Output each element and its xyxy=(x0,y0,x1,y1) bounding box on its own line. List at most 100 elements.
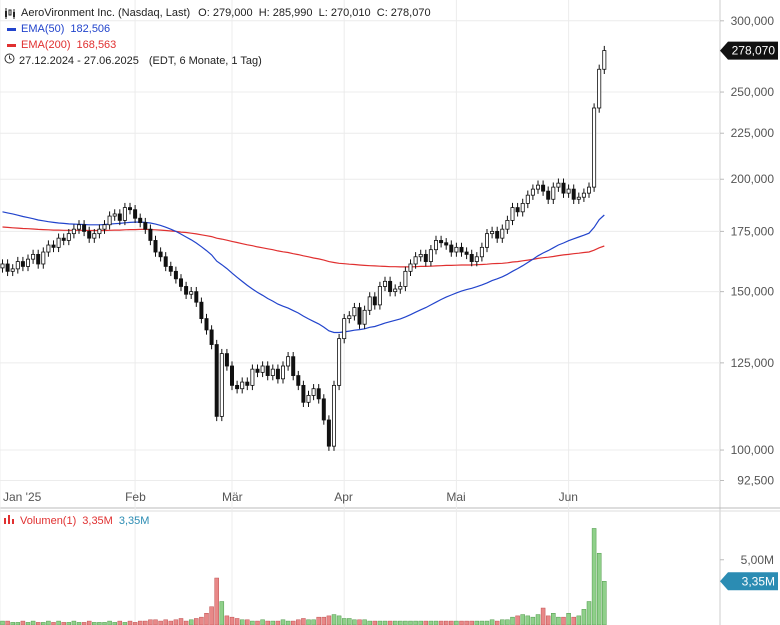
candle-body xyxy=(398,286,403,290)
volume-bar xyxy=(5,620,10,625)
volume-bar xyxy=(10,622,15,625)
ema50-value: 182,506 xyxy=(70,23,111,35)
candle-body xyxy=(209,329,214,345)
candle-body xyxy=(301,384,306,403)
volume-bar xyxy=(474,620,480,625)
candle-body xyxy=(275,368,280,380)
candle-body xyxy=(122,207,127,221)
ema200-line xyxy=(2,226,605,268)
volume-bar xyxy=(239,619,245,625)
candle-body xyxy=(571,188,576,200)
ema200-value: 168,563 xyxy=(76,39,117,51)
candle-body xyxy=(439,240,444,244)
candle-body xyxy=(505,219,510,230)
volume-bar xyxy=(515,615,520,625)
ema200-swatch xyxy=(7,43,16,47)
volume-bar xyxy=(500,619,505,625)
candle-body xyxy=(337,338,342,386)
candle-body xyxy=(82,224,87,232)
volume-bar xyxy=(112,622,117,625)
candle-body xyxy=(189,291,194,295)
clock-icon xyxy=(4,53,15,69)
candle-body xyxy=(250,368,255,386)
price-tick-label: 200,000 xyxy=(731,172,775,186)
candle-body xyxy=(97,228,102,235)
x-axis-label: Jun xyxy=(559,490,578,504)
volume-bar xyxy=(387,620,393,625)
candle-body xyxy=(347,315,352,319)
candle-body xyxy=(245,381,250,386)
volume-bar xyxy=(362,619,367,625)
candle-body xyxy=(495,231,500,239)
volume-bar xyxy=(66,622,72,625)
instrument-title: AeroVironment Inc. (Nasdaq, Last) xyxy=(21,7,191,19)
price-tick-label: 300,000 xyxy=(731,14,775,28)
volume-bar xyxy=(290,620,296,625)
x-axis-label: Mai xyxy=(446,490,465,504)
volume-bar xyxy=(449,620,454,625)
candle-body xyxy=(321,398,326,421)
volume-bar xyxy=(0,620,5,625)
volume-bar xyxy=(117,620,123,625)
volume-bar xyxy=(602,581,607,625)
candle-body xyxy=(25,258,30,267)
volume-bar xyxy=(56,620,61,625)
candle-body xyxy=(326,419,331,447)
candle-body xyxy=(286,356,291,367)
candle-body xyxy=(408,263,413,272)
volume-bar xyxy=(510,616,515,625)
candle-body xyxy=(566,188,571,194)
volume-bar xyxy=(234,618,240,625)
candle-body xyxy=(382,280,387,287)
volume-bar xyxy=(469,620,474,625)
volume-bar xyxy=(525,615,531,625)
volume-bar xyxy=(229,616,235,625)
volume-bar xyxy=(382,620,388,625)
candle-body xyxy=(576,196,581,200)
volume-bar xyxy=(183,620,189,625)
candle-body xyxy=(31,253,36,260)
candle-body xyxy=(153,240,158,253)
legend-title-row: AeroVironment Inc. (Nasdaq, Last) O: 279… xyxy=(4,5,431,21)
candle-body xyxy=(133,209,138,219)
candle-body xyxy=(20,261,25,267)
last-price-label: 278,070 xyxy=(732,44,776,58)
candle-body xyxy=(464,251,469,255)
legend-ema200-row[interactable]: EMA(200) 168,563 xyxy=(4,37,431,53)
volume-bar xyxy=(127,620,133,625)
volume-bar xyxy=(357,619,362,625)
volume-bar xyxy=(245,619,250,625)
date-range: 27.12.2024 - 27.06.2025 xyxy=(19,55,139,67)
volume-bars-icon xyxy=(4,515,15,527)
volume-bar xyxy=(301,618,306,625)
volume-bar xyxy=(392,620,398,625)
volume-bar xyxy=(596,552,602,625)
candle-body xyxy=(117,213,122,221)
volume-bar xyxy=(270,620,276,625)
candle-body xyxy=(490,231,495,235)
candle-body xyxy=(204,318,209,331)
legend-ema50-row[interactable]: EMA(50) 182,506 xyxy=(4,21,431,37)
volume-bar xyxy=(326,615,332,625)
volume-bar xyxy=(520,614,525,625)
volume-bar xyxy=(423,620,429,625)
candle-body xyxy=(178,278,183,287)
volume-legend: Volumen(1) 3,35M 3,35M xyxy=(4,515,149,527)
candle-body xyxy=(66,233,71,241)
candle-body xyxy=(418,253,423,258)
candle-body xyxy=(342,318,347,340)
candle-body xyxy=(240,381,245,390)
volume-bar xyxy=(20,620,26,625)
candle-body xyxy=(449,244,454,253)
candle-body xyxy=(87,231,92,239)
candle-body xyxy=(214,344,219,417)
x-axis-label: Mär xyxy=(222,490,243,504)
volume-bar xyxy=(219,601,225,625)
volume-bar xyxy=(556,616,561,625)
candle-body xyxy=(515,207,520,213)
candle-body xyxy=(331,384,336,447)
volume-value-2: 3,35M xyxy=(118,515,150,527)
volume-bar xyxy=(51,622,56,625)
candle-body xyxy=(107,215,112,226)
